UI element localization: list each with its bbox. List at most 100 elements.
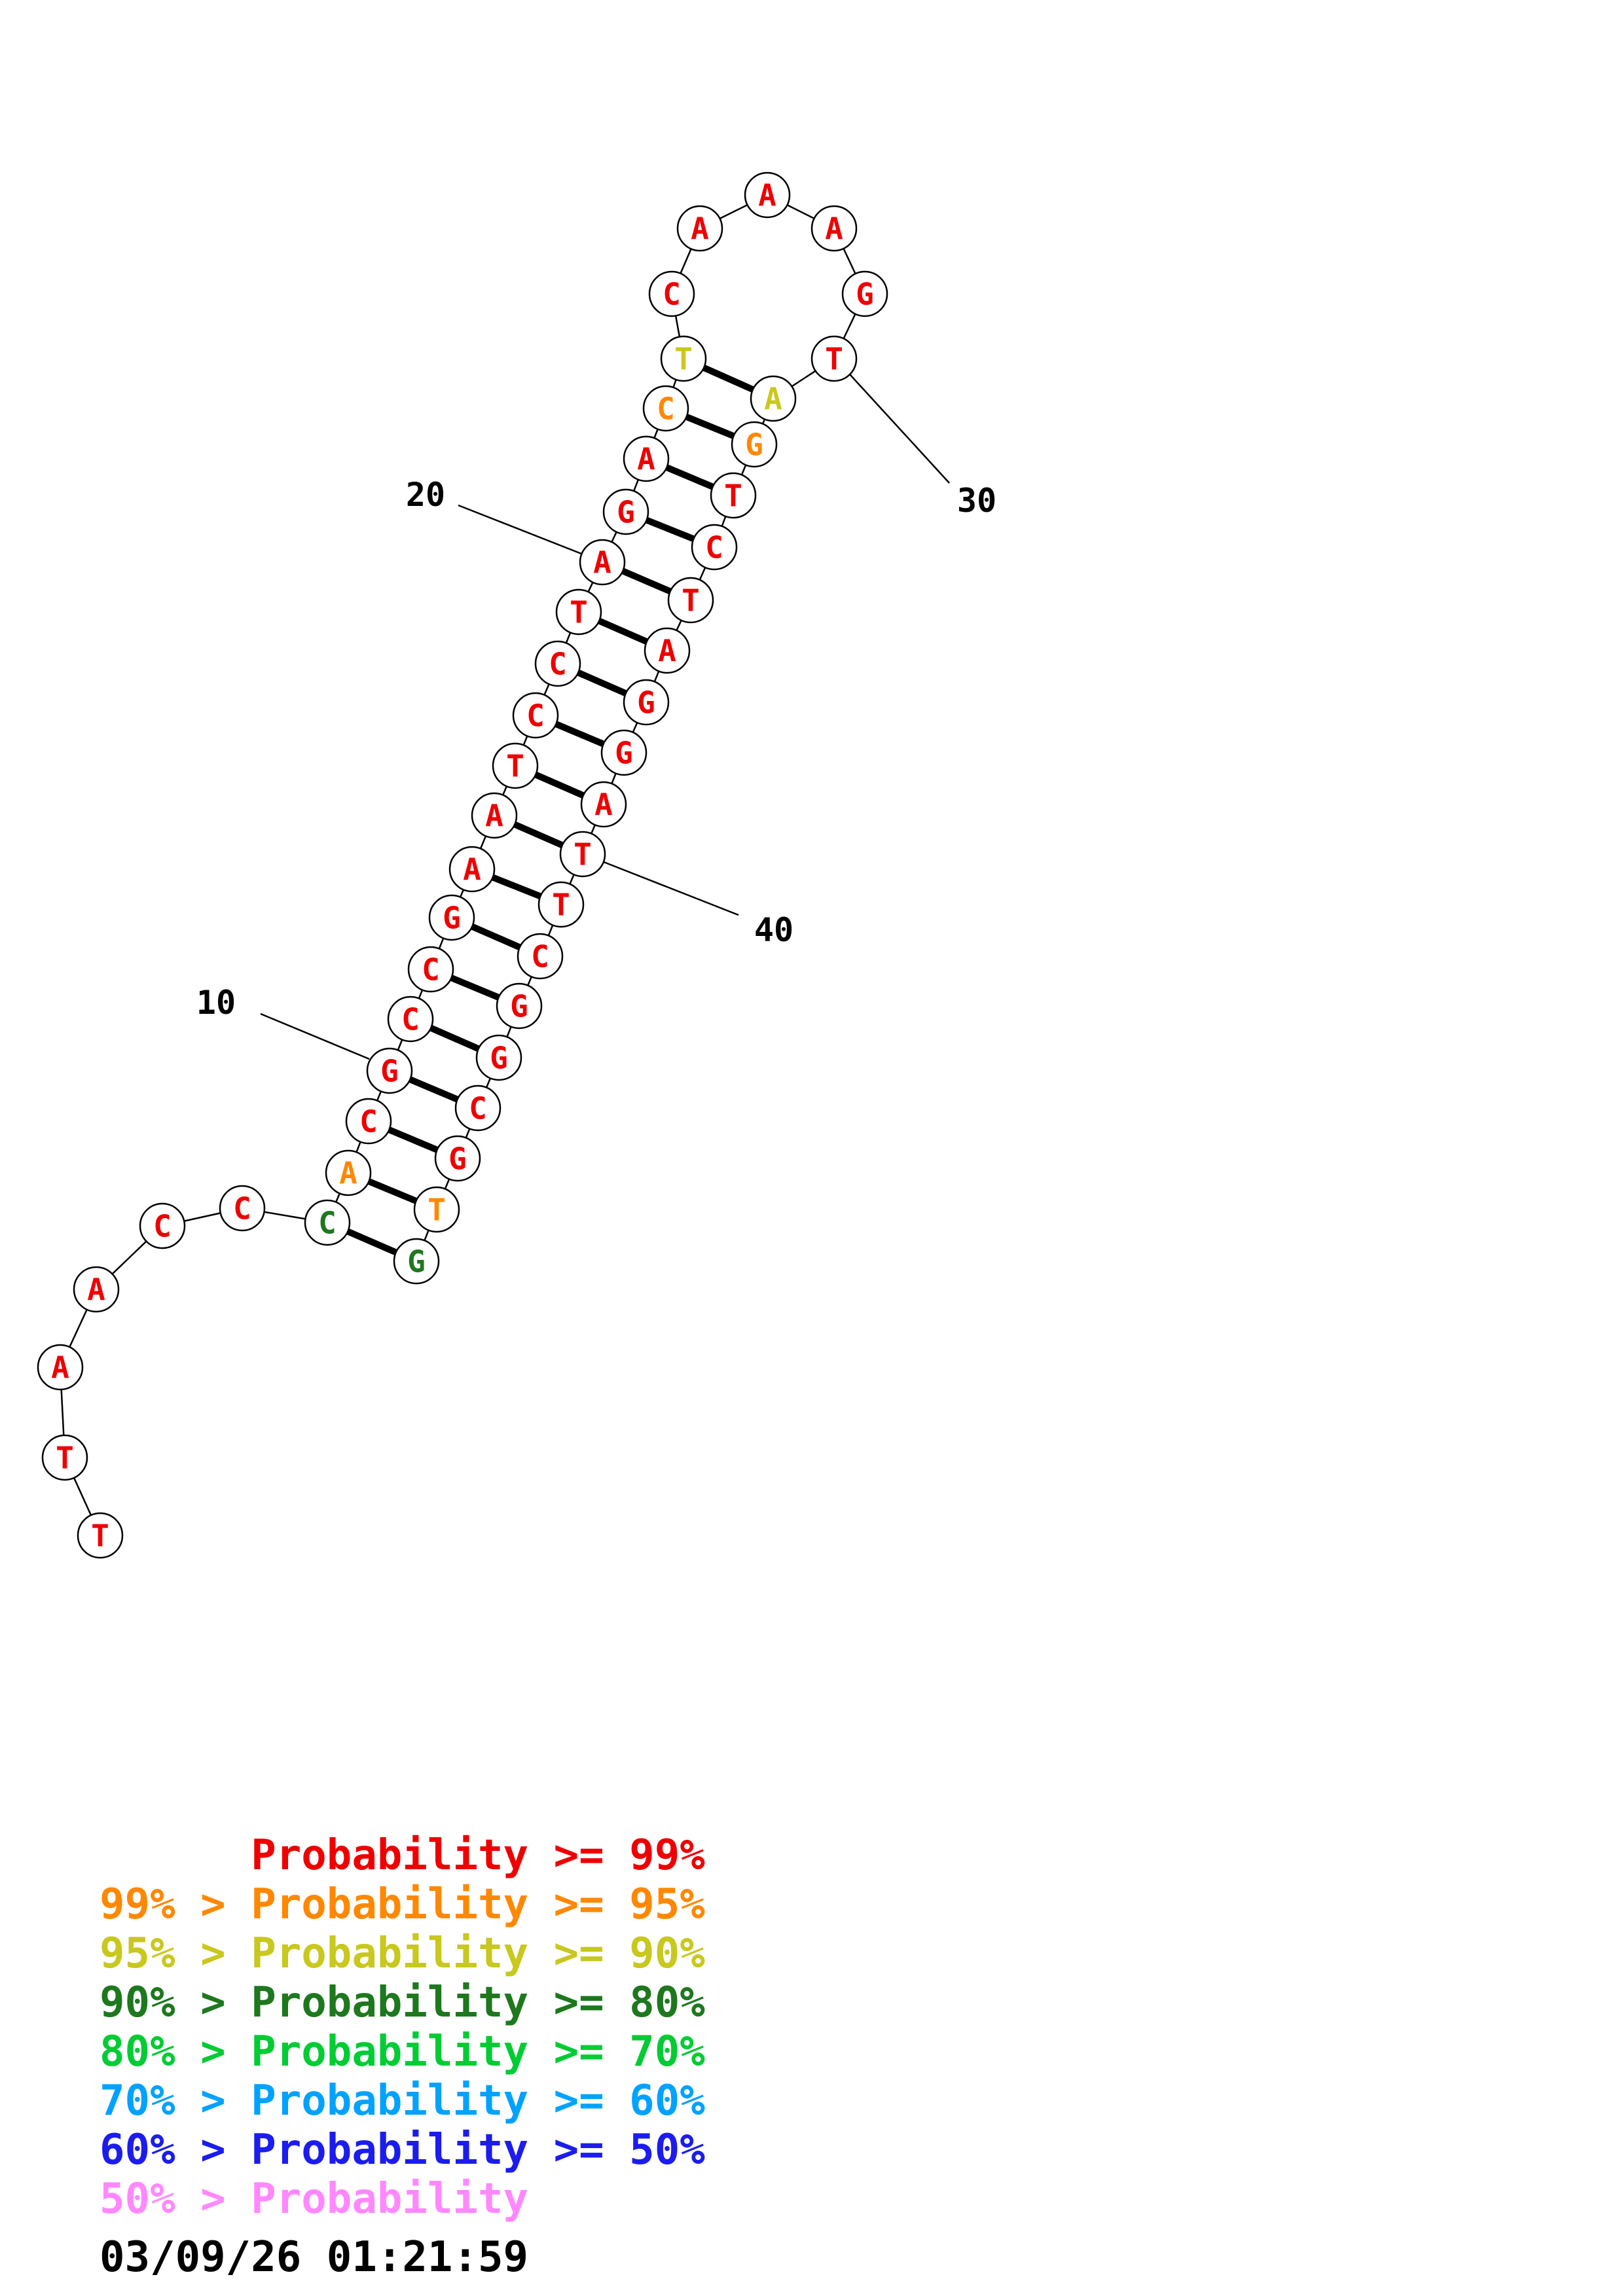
nucleotide-circle bbox=[512, 692, 559, 739]
nucleotide-letter: C bbox=[401, 1002, 420, 1037]
nucleotide-circle bbox=[841, 270, 888, 317]
nucleotide-circle bbox=[750, 375, 797, 422]
nucleotide-26: A bbox=[676, 205, 723, 252]
nucleotide-letter: A bbox=[758, 178, 776, 213]
nucleotide-circle bbox=[413, 1186, 460, 1233]
nucleotide-circle bbox=[345, 1098, 392, 1145]
nucleotide-32: G bbox=[731, 421, 778, 468]
nucleotide-letter: G bbox=[617, 495, 635, 530]
nucleotide-40: T bbox=[559, 831, 606, 878]
nucleotide-circle bbox=[731, 421, 778, 468]
nucleotide-48: G bbox=[393, 1238, 440, 1285]
nucleotide-circle bbox=[219, 1185, 266, 1232]
nucleotide-letter: G bbox=[510, 989, 528, 1024]
nucleotide-circle bbox=[492, 742, 539, 789]
nucleotide-16: T bbox=[492, 742, 539, 789]
nucleotide-circle bbox=[811, 205, 858, 252]
nucleotide-41: T bbox=[538, 881, 585, 928]
nucleotide-letter: A bbox=[825, 211, 843, 247]
nucleotide-circle bbox=[496, 982, 543, 1030]
nucleotide-letter: A bbox=[51, 1350, 69, 1386]
nucleotide-circle bbox=[471, 792, 518, 839]
nucleotide-circle bbox=[41, 1434, 88, 1481]
nucleotide-circle bbox=[393, 1238, 440, 1285]
nucleotide-11: C bbox=[387, 996, 434, 1043]
nucleotide-circle bbox=[642, 385, 689, 432]
nucleotide-letter: C bbox=[233, 1191, 251, 1227]
nucleotide-letter: G bbox=[448, 1141, 467, 1177]
nucleotide-circle bbox=[648, 270, 695, 317]
nucleotide-circle bbox=[579, 539, 626, 586]
nucleotide-circle bbox=[77, 1512, 124, 1559]
nucleotide-4: A bbox=[73, 1266, 120, 1313]
nucleotide-circle bbox=[691, 524, 738, 571]
nucleotide-circle bbox=[602, 488, 649, 535]
nucleotide-10: G bbox=[366, 1047, 413, 1094]
nucleotide-24: T bbox=[660, 335, 707, 382]
nucleotide-letter: C bbox=[526, 698, 545, 734]
nucleotide-circle bbox=[37, 1344, 84, 1391]
nucleotide-letter: G bbox=[637, 685, 655, 721]
nucleotide-letter: T bbox=[682, 583, 700, 619]
nucleotide-43: G bbox=[496, 982, 543, 1030]
nucleotide-letter: T bbox=[56, 1441, 74, 1476]
nucleotide-47: T bbox=[413, 1186, 460, 1233]
nucleotide-letter: A bbox=[764, 382, 782, 417]
nucleotide-letter: T bbox=[574, 837, 592, 872]
nucleotide-letter: C bbox=[549, 647, 567, 682]
nucleotide-letter: T bbox=[825, 342, 843, 377]
legend-line: 95% > Probability >= 90% bbox=[100, 1929, 705, 1978]
nucleotide-letter: C bbox=[469, 1091, 487, 1126]
nucleotide-12: C bbox=[407, 946, 454, 993]
nucleotide-letter: C bbox=[657, 391, 675, 427]
nucleotide-circle bbox=[73, 1266, 120, 1313]
legend-line: 70% > Probability >= 60% bbox=[100, 2077, 705, 2125]
nucleotide-letter: C bbox=[531, 939, 549, 975]
nucleotide-37: G bbox=[623, 679, 670, 726]
nucleotide-letter: T bbox=[674, 342, 693, 377]
nucleotide-6: C bbox=[219, 1185, 266, 1232]
nucleotide-letter: G bbox=[443, 901, 461, 936]
position-label-10: 10 bbox=[196, 984, 236, 1022]
nucleotide-circle bbox=[454, 1085, 501, 1132]
nucleotide-letter: A bbox=[593, 545, 611, 581]
nucleotide-42: C bbox=[517, 933, 564, 980]
nucleotide-14: A bbox=[448, 846, 496, 893]
nucleotide-circle bbox=[811, 335, 858, 382]
nucleotide-letter: A bbox=[485, 798, 503, 834]
label-leader-line bbox=[849, 374, 950, 484]
nucleotide-letter: C bbox=[422, 952, 440, 988]
label-leader-line bbox=[260, 1013, 370, 1060]
nucleotide-letter: T bbox=[552, 888, 570, 923]
nucleotide-circle bbox=[366, 1047, 413, 1094]
nucleotide-13: G bbox=[428, 894, 475, 941]
nucleotide-21: G bbox=[602, 488, 649, 535]
nucleotide-letter: T bbox=[570, 595, 588, 630]
nucleotide-letter: G bbox=[380, 1054, 399, 1089]
nucleotide-circle bbox=[517, 933, 564, 980]
nucleotide-letter: T bbox=[91, 1518, 109, 1554]
nucleotide-7: C bbox=[304, 1199, 351, 1246]
nucleotide-38: G bbox=[600, 729, 647, 776]
nucleotide-39: A bbox=[580, 781, 627, 828]
nucleotide-letter: G bbox=[490, 1041, 508, 1076]
nucleotide-letter: A bbox=[658, 634, 676, 669]
nucleotide-letter: T bbox=[724, 478, 742, 514]
timestamp: 03/09/26 01:21:59 bbox=[100, 2233, 529, 2282]
nucleotide-circle bbox=[623, 679, 670, 726]
nucleotide-circle bbox=[555, 588, 602, 636]
nucleotide-letter: C bbox=[663, 277, 681, 312]
nucleotide-33: T bbox=[710, 472, 757, 519]
nucleotide-5: C bbox=[139, 1202, 186, 1249]
nucleotide-18: C bbox=[534, 640, 581, 687]
nucleotide-circle bbox=[559, 831, 606, 878]
nucleotide-circle bbox=[644, 627, 691, 674]
nucleotide-circle bbox=[325, 1149, 372, 1196]
legend-line: 99% > Probability >= 95% bbox=[100, 1880, 705, 1929]
legend-line: 60% > Probability >= 50% bbox=[100, 2126, 705, 2174]
nucleotide-1: T bbox=[77, 1512, 124, 1559]
nucleotide-31: A bbox=[750, 375, 797, 422]
nucleotide-circle bbox=[139, 1202, 186, 1249]
nucleotide-letter: A bbox=[87, 1272, 105, 1308]
